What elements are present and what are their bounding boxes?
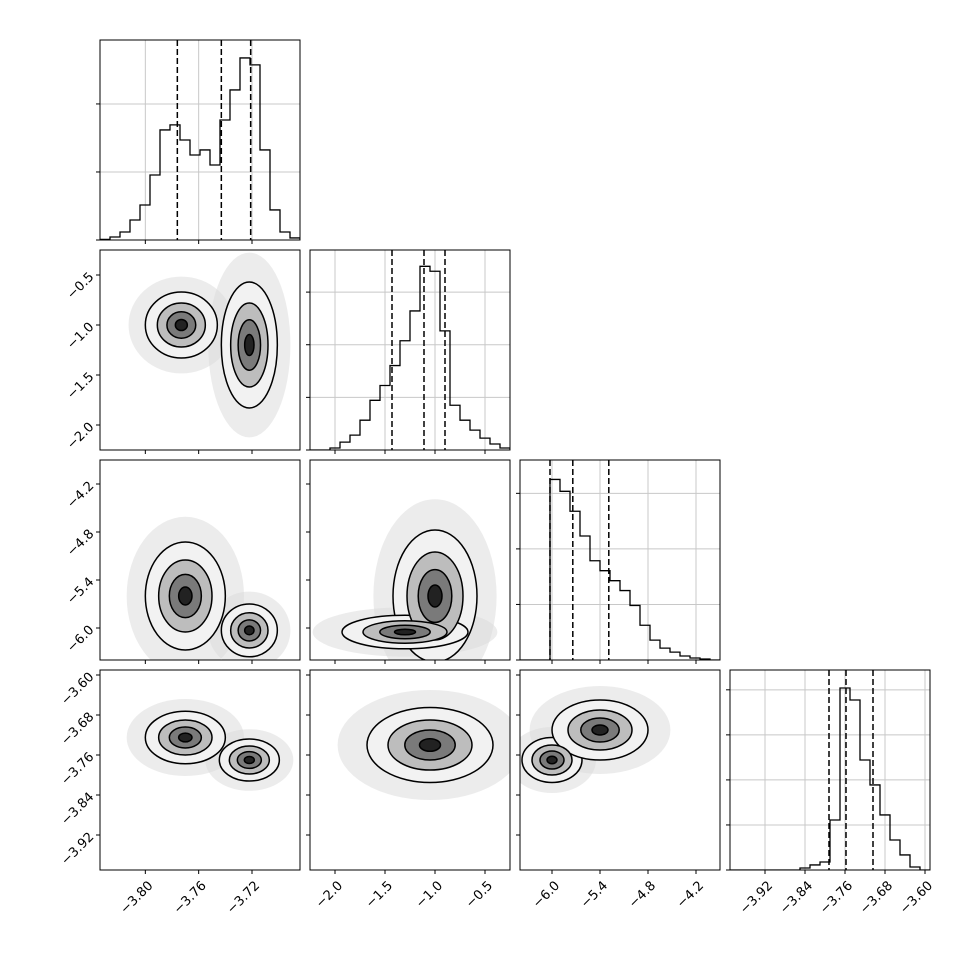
x-tick-label: −3.92 [737,878,776,917]
density-contour [546,755,558,765]
hist-bar [660,648,670,660]
hist-bar [340,442,350,450]
y-tick-label: −4.2 [64,479,97,512]
panel-frame [519,669,721,871]
density-contour [427,584,443,608]
x-tick-label: −4.8 [626,878,659,911]
hist-bar [900,855,910,870]
y-tick-label: −2.0 [64,420,97,453]
hist-bar [410,311,420,450]
x-tick-label: −3.76 [817,878,856,917]
hist-bar [260,150,270,240]
hist-bar [120,232,130,240]
x-tick-label: −0.5 [463,878,496,911]
panel-frame [519,459,721,661]
hist-outline [310,265,510,450]
panel-frame [99,459,301,661]
y-tick-label: −3.84 [59,790,98,829]
hist-bar [270,210,280,240]
density-contour [243,755,256,765]
hist-bar [160,130,170,240]
density-contour [243,625,255,636]
x-tick-label: −3.84 [777,878,816,917]
y-tick-label: −1.5 [64,370,97,403]
y-tick-label: −5.4 [64,575,97,608]
y-tick-label: −4.8 [64,527,97,560]
hist-bar [150,175,160,240]
density-contour [177,732,193,743]
density-contour [243,333,255,357]
hist-bar [370,400,380,450]
x-tick-label: −3.68 [857,878,896,917]
hist-bar [810,865,820,870]
panel-frame [99,249,301,451]
hist-bar [360,420,370,450]
y-tick-label: −3.92 [59,830,98,869]
hist-bar [400,341,410,450]
hist-bar [830,820,840,870]
hist-bar [620,591,630,660]
hist-bar [890,840,900,870]
x-tick-label: −5.4 [578,878,611,911]
y-tick-label: −3.68 [59,710,98,749]
hist-bar [130,220,140,240]
density-contour [591,724,609,736]
hist-bar [210,165,220,240]
hist-bar [200,150,210,240]
panel-frame [309,249,511,451]
hist-bar [350,435,360,450]
panel-frame [309,459,511,661]
x-tick-label: −1.5 [363,878,396,911]
x-tick-label: −6.0 [530,878,563,911]
panel-frame [309,669,511,871]
hist-bar [230,90,240,240]
hist-bar [670,652,680,660]
hist-bar [870,785,880,870]
panel-frame [99,669,301,871]
x-tick-label: −4.2 [674,878,707,911]
density-contour [393,628,417,636]
x-tick-label: −3.80 [118,878,157,917]
y-tick-label: −6.0 [64,623,97,656]
y-tick-label: −0.5 [64,270,97,303]
hist-bar [610,581,620,660]
panel-frame [729,669,931,871]
panel-frame [99,39,301,241]
y-tick-label: −3.76 [59,750,98,789]
hist-bar [460,420,470,450]
y-tick-label: −1.0 [64,320,97,353]
x-tick-label: −3.72 [224,878,263,917]
hist-bar [170,125,180,240]
density-contour [174,318,189,332]
hist-outline [520,478,720,660]
x-tick-label: −1.0 [413,878,446,911]
hist-bar [630,605,640,660]
hist-bar [240,58,250,240]
hist-bar [590,561,600,660]
x-tick-label: −3.76 [171,878,210,917]
hist-bar [280,232,290,240]
hist-outline [100,57,300,240]
hist-bar [580,536,590,660]
hist-bar [560,491,570,660]
hist-bar [650,640,660,660]
x-tick-label: −3.60 [897,878,936,917]
hist-bar [570,511,580,660]
hist-bar [860,760,870,870]
hist-bar [470,430,480,450]
hist-bar [420,266,430,450]
x-tick-label: −2.0 [313,878,346,911]
hist-bar [180,140,190,240]
hist-outline [730,687,930,870]
hist-bar [850,700,860,870]
density-contour [177,586,193,606]
hist-bar [450,405,460,450]
y-tick-label: −3.60 [59,670,98,709]
hist-bar [490,444,500,450]
density-contour [418,738,442,752]
